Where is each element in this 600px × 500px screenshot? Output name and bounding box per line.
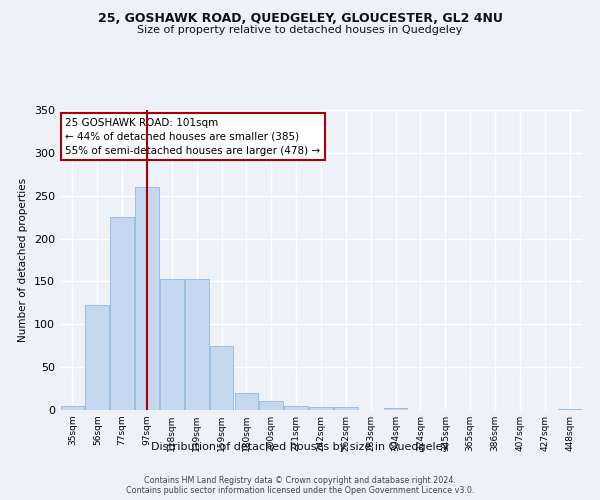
Bar [384, 408, 407, 410]
Bar [85, 306, 109, 410]
Bar [185, 279, 209, 410]
Bar [160, 279, 184, 410]
Text: Distribution of detached houses by size in Quedgeley: Distribution of detached houses by size … [151, 442, 449, 452]
Text: Size of property relative to detached houses in Quedgeley: Size of property relative to detached ho… [137, 25, 463, 35]
Text: 25 GOSHAWK ROAD: 101sqm
← 44% of detached houses are smaller (385)
55% of semi-d: 25 GOSHAWK ROAD: 101sqm ← 44% of detache… [65, 118, 320, 156]
Bar [309, 408, 333, 410]
Y-axis label: Number of detached properties: Number of detached properties [19, 178, 28, 342]
Bar [259, 402, 283, 410]
Text: Contains public sector information licensed under the Open Government Licence v3: Contains public sector information licen… [126, 486, 474, 495]
Text: 25, GOSHAWK ROAD, QUEDGELEY, GLOUCESTER, GL2 4NU: 25, GOSHAWK ROAD, QUEDGELEY, GLOUCESTER,… [98, 12, 502, 26]
Bar [135, 187, 159, 410]
Bar [334, 408, 358, 410]
Bar [210, 346, 233, 410]
Bar [110, 217, 134, 410]
Bar [558, 409, 581, 410]
Bar [61, 406, 84, 410]
Bar [235, 393, 258, 410]
Text: Contains HM Land Registry data © Crown copyright and database right 2024.: Contains HM Land Registry data © Crown c… [144, 476, 456, 485]
Bar [284, 406, 308, 410]
